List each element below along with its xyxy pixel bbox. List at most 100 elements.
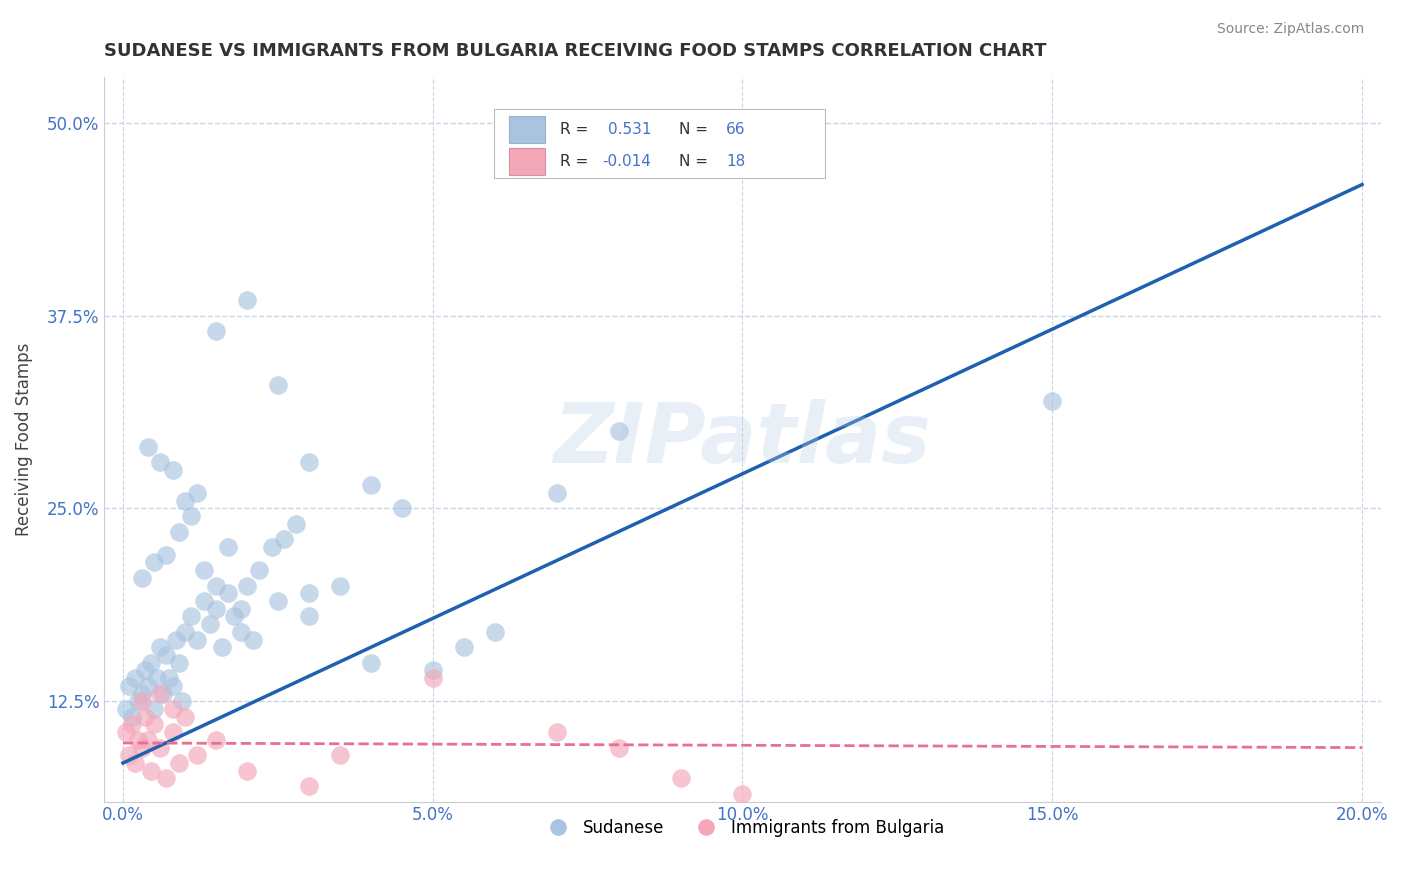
Point [360,656,382,670]
FancyBboxPatch shape [509,116,544,144]
Point [236,764,259,778]
Point [205,732,228,747]
Point [155,772,177,786]
Point [131,740,153,755]
Point [217,540,239,554]
Point [186,486,208,500]
Point [186,748,208,763]
Point [136,732,159,747]
Point [155,648,177,662]
Text: 18: 18 [725,154,745,169]
Point [260,540,283,554]
Point [149,687,172,701]
Point [205,601,228,615]
Text: 66: 66 [725,122,745,137]
Text: N =: N = [679,154,713,169]
Point [224,609,246,624]
Point [329,748,352,763]
Point [669,772,692,786]
Point [242,632,264,647]
Point [131,687,153,701]
Point [162,679,184,693]
Point [115,702,138,716]
Point [546,725,568,739]
Point [298,586,321,600]
Point [205,579,228,593]
Text: -0.014: -0.014 [602,154,651,169]
Point [198,617,221,632]
Point [167,756,190,770]
Point [142,556,165,570]
Point [131,694,153,708]
Point [285,516,308,531]
Point [229,624,252,639]
Point [236,579,259,593]
Point [1040,393,1063,408]
Point [360,478,382,492]
Point [118,679,141,693]
Point [139,764,162,778]
Point [247,563,270,577]
Point [193,563,215,577]
Point [118,748,141,763]
Point [162,463,184,477]
Point [131,571,153,585]
Point [422,671,444,685]
Point [267,378,290,392]
Text: SUDANESE VS IMMIGRANTS FROM BULGARIA RECEIVING FOOD STAMPS CORRELATION CHART: SUDANESE VS IMMIGRANTS FROM BULGARIA REC… [104,42,1047,60]
Point [139,656,162,670]
Point [162,702,184,716]
Point [149,455,172,469]
Point [180,509,202,524]
Point [142,702,165,716]
Point [136,679,159,693]
Point [127,732,149,747]
Point [127,694,149,708]
Point [607,740,630,755]
Point [146,671,169,685]
Text: ZIPatlas: ZIPatlas [554,399,931,480]
Point [149,640,172,655]
Point [152,687,174,701]
Text: R =: R = [560,122,593,137]
Point [149,740,172,755]
Point [167,656,190,670]
Point [167,524,190,539]
Point [162,725,184,739]
Point [391,501,413,516]
Point [134,710,156,724]
Point [124,671,146,685]
Point [174,493,197,508]
Legend: Sudanese, Immigrants from Bulgaria: Sudanese, Immigrants from Bulgaria [534,813,950,844]
Y-axis label: Receiving Food Stamps: Receiving Food Stamps [15,343,32,536]
Point [121,710,143,724]
Point [121,717,143,731]
Point [267,594,290,608]
Point [159,671,181,685]
Point [546,486,568,500]
Point [136,440,159,454]
Point [236,293,259,308]
Point [731,787,754,801]
Point [115,725,138,739]
Point [607,425,630,439]
Point [484,624,506,639]
Point [298,609,321,624]
Point [124,756,146,770]
Point [186,632,208,647]
Point [165,632,187,647]
Point [174,624,197,639]
Point [298,455,321,469]
FancyBboxPatch shape [494,109,825,178]
Point [217,586,239,600]
Text: Source: ZipAtlas.com: Source: ZipAtlas.com [1216,22,1364,37]
Point [453,640,475,655]
Point [193,594,215,608]
Point [273,533,295,547]
Text: N =: N = [679,122,713,137]
Point [229,601,252,615]
Point [134,664,156,678]
Point [174,710,197,724]
Point [170,694,193,708]
Point [180,609,202,624]
